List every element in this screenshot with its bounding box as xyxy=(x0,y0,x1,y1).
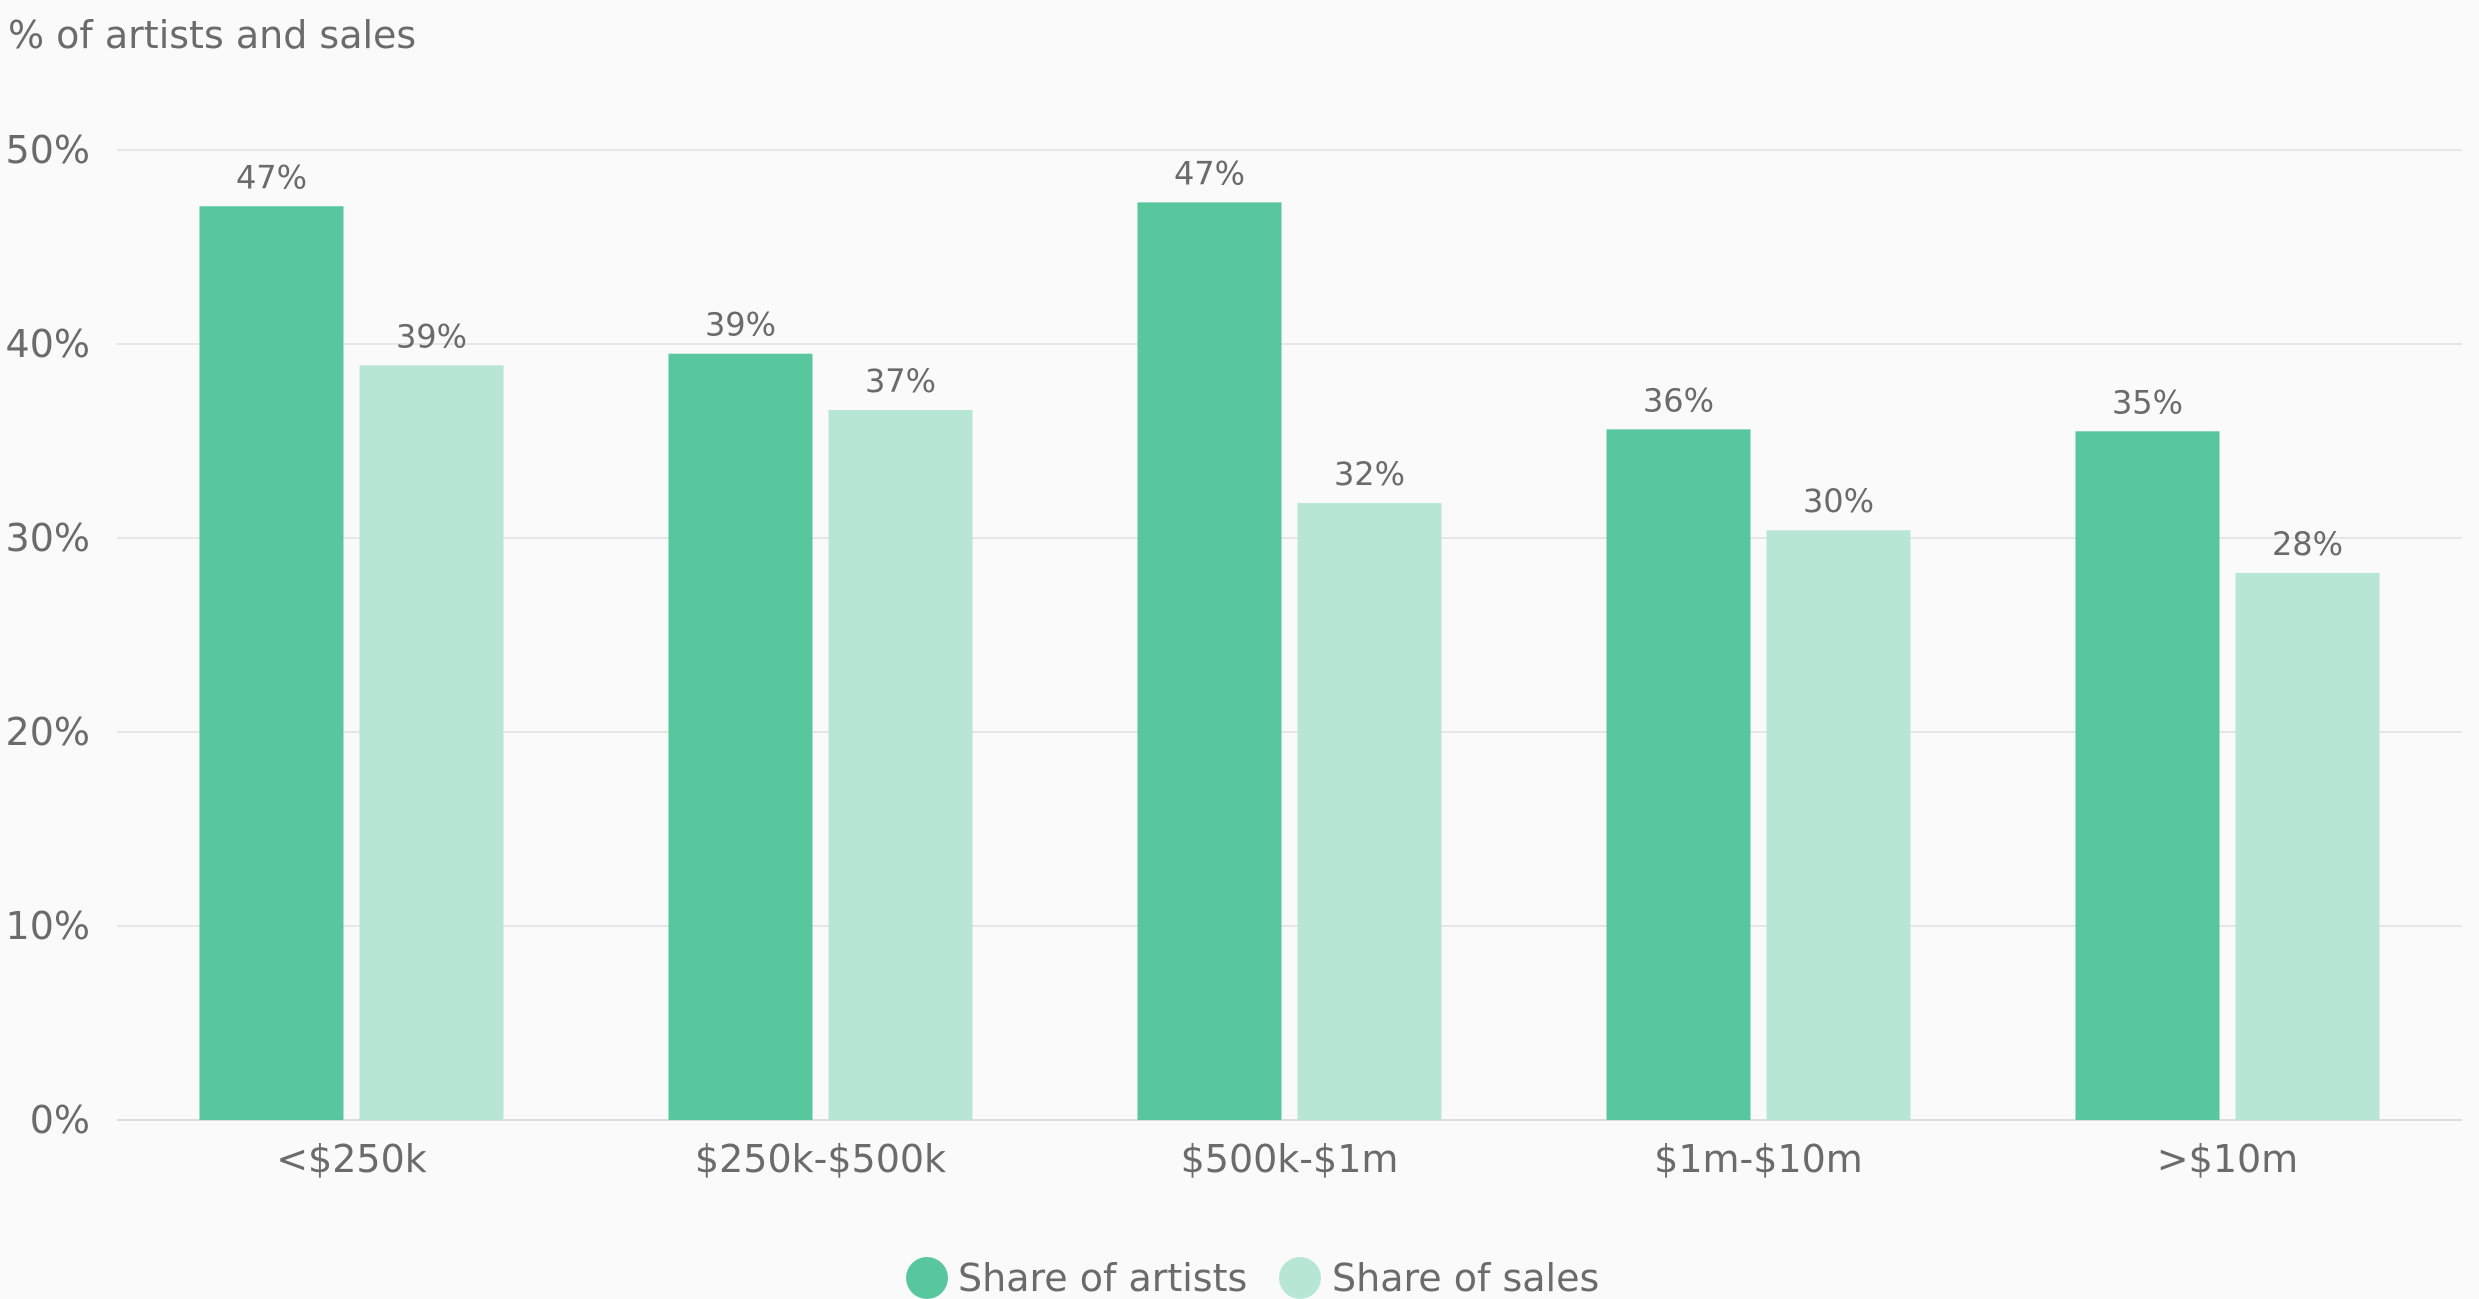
y-tick-label: 50% xyxy=(6,128,90,172)
y-tick-label: 40% xyxy=(6,322,90,366)
data-label: 37% xyxy=(865,362,936,400)
x-tick-label: $1m-$10m xyxy=(1654,1137,1863,1181)
bar-sales xyxy=(2235,572,2380,1120)
legend-swatch xyxy=(906,1257,948,1299)
data-label: 35% xyxy=(2112,383,2183,421)
bar-sales xyxy=(1297,503,1442,1121)
bar-artists xyxy=(1137,202,1282,1120)
data-label: 28% xyxy=(2272,525,2343,563)
y-tick-label: 20% xyxy=(6,710,90,754)
bar-artists xyxy=(1606,429,1751,1120)
y-tick-label: 30% xyxy=(6,516,90,560)
x-tick-label: >$10m xyxy=(2157,1137,2298,1181)
y-axis-ticks: 0% 10% 20% 30% 40% 50% xyxy=(6,128,90,1142)
x-tick-label: $250k-$500k xyxy=(695,1137,946,1181)
legend-label: Share of sales xyxy=(1332,1256,1599,1299)
gridlines xyxy=(117,149,2462,1121)
y-tick-label: 0% xyxy=(30,1098,90,1142)
data-label: 30% xyxy=(1803,482,1874,520)
data-label: 36% xyxy=(1643,381,1714,419)
bar-sales xyxy=(1766,530,1911,1120)
x-axis-categories: <$250k $250k-$500k $500k-$1m $1m-$10m >$10m xyxy=(276,1137,2298,1181)
data-label: 47% xyxy=(236,158,307,196)
bars xyxy=(199,202,2380,1121)
bar-artists xyxy=(668,353,813,1120)
bar-artists xyxy=(2075,431,2220,1120)
bar-sales xyxy=(828,409,973,1121)
bar-artists xyxy=(199,206,344,1120)
legend-label: Share of artists xyxy=(958,1256,1247,1299)
y-axis-title: % of artists and sales xyxy=(8,13,416,57)
legend-swatch xyxy=(1279,1257,1321,1299)
x-tick-label: <$250k xyxy=(276,1137,427,1181)
y-tick-label: 10% xyxy=(6,904,90,948)
data-label: 39% xyxy=(396,317,467,355)
data-label: 32% xyxy=(1334,455,1405,493)
data-label: 47% xyxy=(1174,154,1245,192)
data-labels: 47% 39% 39% 37% 47% 32% 36% 30% 35% 28% xyxy=(236,154,2343,563)
x-tick-label: $500k-$1m xyxy=(1181,1137,1399,1181)
bar-sales xyxy=(359,365,504,1121)
legend: Share of artists Share of sales xyxy=(906,1256,1599,1299)
data-label: 39% xyxy=(705,306,776,344)
